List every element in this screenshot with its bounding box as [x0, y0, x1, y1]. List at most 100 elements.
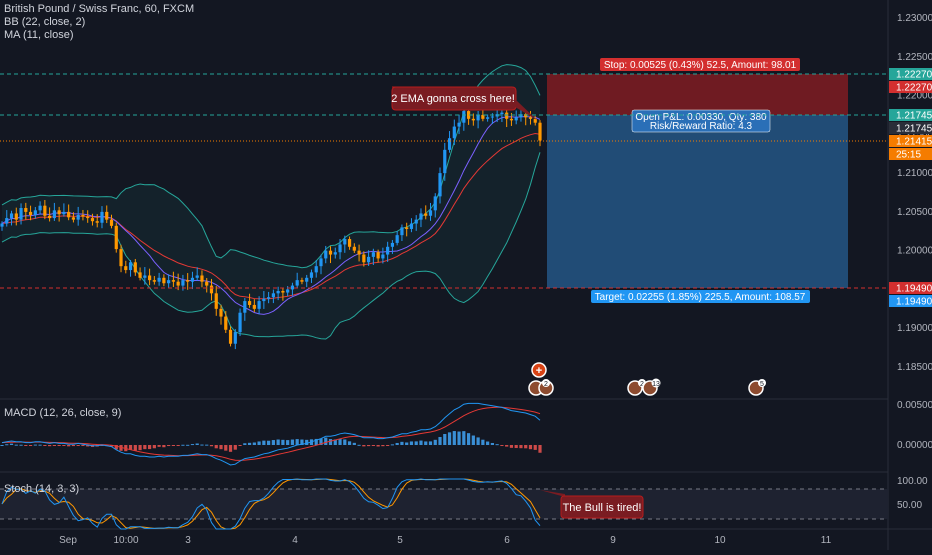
candle-body [300, 280, 304, 282]
macd-histogram-bar [24, 445, 28, 446]
legend-stoch[interactable]: Stoch (14, 3, 3) [4, 483, 80, 495]
time-axis[interactable]: Sep 10:00 3 4 5 6 9 10 11 [59, 535, 832, 546]
candle-body [71, 217, 76, 220]
candle-body [309, 272, 314, 278]
macd-histogram-bar [333, 439, 337, 445]
target-zone[interactable] [547, 115, 848, 288]
long-short-position-tool[interactable]: Stop: 0.00525 (0.43%) 52.5, Amount: 98.0… [547, 58, 848, 303]
price-axis-label: 1.19490 [896, 284, 932, 295]
time-label-3: 3 [185, 535, 191, 546]
candle-body [114, 225, 118, 250]
macd-histogram-bar [5, 444, 9, 446]
candle-body [319, 258, 323, 267]
price-axis-label: 1.21415 [896, 137, 932, 148]
candle-body [9, 213, 14, 219]
macd-histogram-bar [162, 445, 166, 448]
macd-histogram-bar [447, 432, 452, 445]
candle-body [133, 262, 137, 273]
macd-histogram-bar [200, 444, 204, 446]
macd-histogram-bar [28, 445, 33, 446]
candle-body [400, 227, 404, 236]
macd-histogram-bar [533, 445, 537, 450]
bull-tired-callout[interactable]: The Bull is tired! [540, 490, 644, 519]
legend-ma[interactable]: MA (11, close) [4, 29, 74, 41]
price-axis-tick: 1.18500 [897, 362, 932, 373]
ema-cross-callout[interactable]: 2 EMA gonna cross here! [391, 86, 537, 120]
candle-body [381, 254, 385, 259]
macd-histogram-bar [386, 445, 390, 446]
macd-histogram-bar [57, 445, 61, 446]
candle-body [367, 256, 371, 263]
macd-histogram-bar [395, 442, 399, 445]
price-axis-label-box [889, 295, 932, 307]
macd-histogram-bar [390, 444, 395, 446]
macd-histogram-bar [505, 445, 509, 447]
candle-body [276, 290, 280, 294]
price-axis-labels: 1.22270 1.22270 1.21745 1.21745 1.21415 25:15… [889, 68, 932, 308]
macd-histogram-bar [281, 439, 285, 445]
macd-histogram-bar [443, 434, 447, 445]
macd-histogram-bar [419, 440, 423, 445]
candle-body [267, 297, 271, 299]
candle-body [519, 114, 523, 118]
candle-body [228, 329, 233, 344]
event-badge-count-bg-1 [542, 379, 550, 387]
candle-body [214, 293, 218, 309]
stoch-legend[interactable]: Stoch (14, 3, 3) [4, 483, 79, 496]
event-badges[interactable]: + 2 2 13 5 [528, 362, 766, 396]
candle-body [209, 285, 214, 294]
candle-body [414, 219, 418, 224]
macd-histogram-bar [147, 445, 152, 450]
macd-histogram-bar [457, 431, 461, 445]
macd-histogram-bar [52, 445, 56, 446]
macd-histogram-bar [38, 444, 42, 446]
candle-body [262, 298, 266, 302]
legend-macd[interactable]: MACD (12, 26, close, 9) [4, 407, 122, 419]
plus-icon: + [536, 365, 542, 377]
candle-body [509, 118, 514, 121]
bull-tired-box [560, 495, 644, 519]
stop-zone[interactable] [547, 74, 848, 115]
candle-body [19, 208, 23, 220]
candle-body [219, 308, 223, 317]
price-axis-label-box [889, 109, 932, 121]
event-badge-plus[interactable] [531, 362, 547, 378]
event-badge-count-bg-3 [651, 378, 661, 388]
macd-histogram-bar [414, 441, 418, 445]
macd-histogram-bar [300, 439, 304, 445]
macd-histogram-bar [286, 440, 290, 445]
macd-histogram-bar [319, 438, 323, 445]
stoch-pane[interactable]: The Bull is tired! [0, 478, 888, 530]
time-label-10: 10 [714, 535, 726, 546]
price-axis-label: 25:15 [896, 150, 921, 161]
macd-histogram-bar [157, 445, 161, 447]
main-legend[interactable]: British Pound / Swiss Franc, 60, FXCM BB… [4, 3, 194, 42]
time-label-9: 9 [610, 535, 616, 546]
legend-symbol[interactable]: British Pound / Swiss Franc, 60, FXCM [4, 3, 195, 15]
macd-histogram-bar [43, 445, 47, 446]
candle-body [305, 277, 309, 282]
price-axis-tick: 1.21000 [897, 168, 932, 179]
macd-histogram-bar [133, 445, 137, 451]
macd-legend[interactable]: MACD (12, 26, close, 9) [4, 407, 121, 420]
candle-body [290, 285, 295, 290]
price-axis-tick: 1.23000 [897, 13, 932, 24]
legend-bb[interactable]: BB (22, close, 2) [4, 16, 86, 28]
macd-pane[interactable] [0, 402, 542, 466]
macd-histogram-bar [109, 445, 114, 447]
candle-body [100, 211, 104, 223]
macd-histogram-bar [357, 444, 361, 446]
candle-body [233, 332, 237, 344]
candle-body [247, 301, 252, 305]
candle-body [271, 293, 275, 298]
candle-body [528, 117, 533, 119]
macd-histogram-bar [267, 440, 271, 445]
candle-body [24, 208, 28, 212]
macd-histogram-bar [424, 441, 428, 445]
macd-histogram-bar [343, 439, 347, 445]
candle-body [38, 205, 42, 211]
candle-body [533, 118, 537, 123]
macd-histogram-bar [367, 445, 371, 447]
